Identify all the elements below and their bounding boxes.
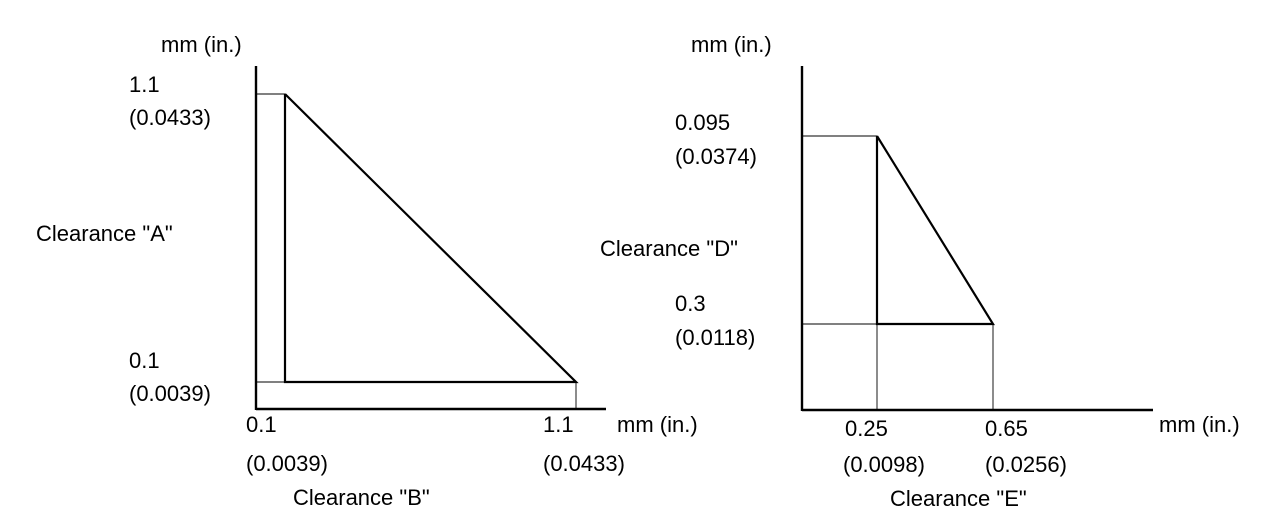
y-unit-label: mm (in.) — [161, 32, 242, 57]
x-tick-mm: 0.1 — [246, 412, 277, 437]
y-tick-in: (0.0374) — [675, 144, 757, 169]
y-tick-in: (0.0039) — [129, 381, 211, 406]
diagram-d-e: mm (in.) mm (in.) 0.095 (0.0374) 0.3 (0.… — [600, 32, 1240, 511]
y-tick-mm: 0.1 — [129, 348, 160, 373]
clearance-region-d-e — [875, 135, 995, 326]
y-tick-mm: 0.095 — [675, 110, 730, 135]
x-tick-in: (0.0256) — [985, 452, 1067, 477]
x-tick-in: (0.0039) — [246, 451, 328, 476]
x-tick-in: (0.0098) — [843, 452, 925, 477]
x-tick-mm: 1.1 — [543, 412, 574, 437]
x-unit-label: mm (in.) — [617, 412, 698, 437]
y-axis-title: Clearance "A" — [36, 221, 173, 246]
x-tick-in: (0.0433) — [543, 451, 625, 476]
x-unit-label: mm (in.) — [1159, 412, 1240, 437]
y-axis-title: Clearance "D" — [600, 236, 738, 261]
x-tick-mm: 0.65 — [985, 416, 1028, 441]
y-unit-label: mm (in.) — [691, 32, 772, 57]
clearance-region-a-b — [283, 93, 579, 384]
x-tick-mm: 0.25 — [845, 416, 888, 441]
y-tick-in: (0.0118) — [675, 325, 755, 350]
x-axis-title: Clearance "E" — [890, 486, 1027, 511]
y-tick-in: (0.0433) — [129, 105, 211, 130]
y-tick-mm: 0.3 — [675, 291, 706, 316]
y-tick-mm: 1.1 — [129, 72, 160, 97]
x-axis-title: Clearance "B" — [293, 485, 430, 510]
diagram-a-b: mm (in.) mm (in.) 1.1 (0.0433) 0.1 (0.00… — [36, 32, 698, 510]
